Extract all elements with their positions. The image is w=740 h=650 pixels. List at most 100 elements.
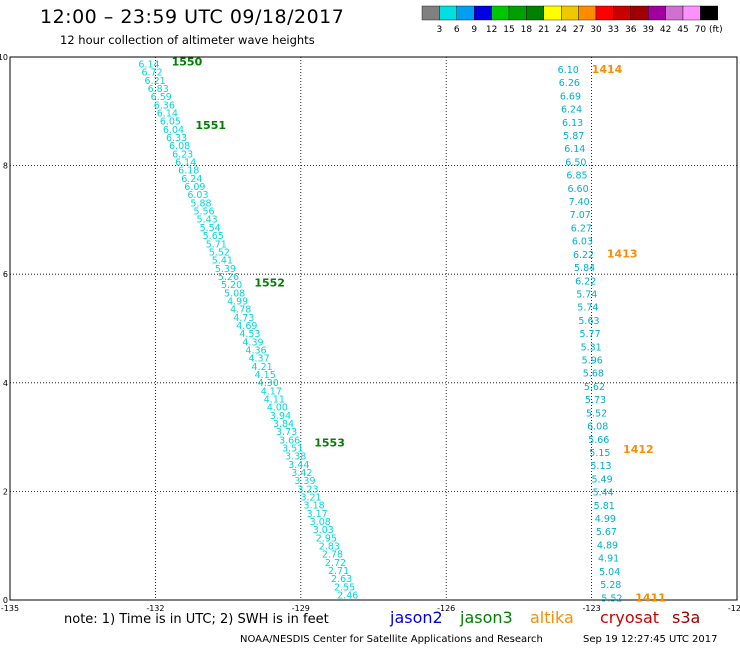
legend-label: 15 (503, 25, 514, 35)
track-left-value: 5.39 (215, 264, 236, 275)
track-left-value: 6.36 (154, 100, 175, 111)
legend-label: 6 (454, 25, 460, 35)
map-frame (9, 56, 738, 601)
track-left-time-label: 1552 (254, 276, 285, 289)
track-left-value: 3.94 (270, 411, 291, 422)
track-right-value: 5.96 (582, 356, 603, 367)
legend-label: 3 (437, 25, 443, 35)
track-left-value: 3.73 (276, 427, 297, 438)
track-left-value: 2.95 (316, 533, 337, 544)
track-left-value: 4.17 (261, 386, 282, 397)
track-right-value: 5.73 (585, 395, 606, 406)
track-left-value: 5.26 (218, 272, 239, 283)
track-right-value: 5.44 (593, 488, 614, 499)
legend-label: 9 (471, 25, 477, 35)
track-right-value: 6.69 (560, 91, 581, 102)
legend-label: 33 (608, 25, 619, 35)
track-left-value: 4.37 (248, 354, 269, 365)
legend-label: 45 (677, 25, 688, 35)
track-right-value: 5.84 (574, 263, 595, 274)
track-left-value: 4.30 (258, 378, 279, 389)
track-right-time-label: 1414 (592, 63, 623, 76)
legend-label: 42 (660, 25, 671, 35)
track-left-value: 3.08 (310, 517, 331, 528)
track-left-value: 6.33 (166, 133, 187, 144)
legend-label: 27 (573, 25, 584, 35)
track-left-value: 5.56 (193, 207, 214, 218)
track-right-value: 5.77 (579, 329, 600, 340)
track-right-value: 6.26 (559, 78, 580, 89)
track-left-value: 5.41 (212, 256, 233, 267)
page-subtitle: 12 hour collection of altimeter wave hei… (60, 33, 315, 47)
track-left-value: 2.63 (331, 574, 352, 585)
track-left-value: 5.43 (197, 215, 218, 226)
track-right-value: 5.67 (596, 527, 617, 538)
track-right-value: 6.85 (566, 171, 587, 182)
x-tick-label: -123 (583, 604, 601, 613)
track-left-value: 4.69 (236, 321, 257, 332)
track-left-value: 6.08 (169, 141, 190, 152)
x-tick-label: -135 (1, 604, 19, 613)
legend-label: 70 (695, 25, 707, 35)
track-right-value: 4.99 (595, 514, 616, 525)
track-right-value: 7.07 (570, 210, 591, 221)
track-left-value: 6.18 (178, 166, 199, 177)
track-left-value: 3.21 (300, 493, 321, 504)
legend-label: 30 (590, 25, 602, 35)
track-left-value: 4.15 (255, 370, 276, 381)
track-left-value: 3.18 (304, 501, 325, 512)
x-tick-label: -120 (728, 604, 740, 613)
track-left-value: 6.24 (181, 174, 202, 185)
track-left-value: 2.83 (319, 542, 340, 553)
track-left-value: 3.66 (279, 435, 300, 446)
track-right-value: 6.22 (575, 276, 596, 287)
track-left-value: 4.00 (267, 403, 288, 414)
track-right-value: 6.13 (562, 118, 583, 129)
track-left-value: 2.78 (322, 550, 343, 561)
track-left-value: 5.08 (224, 288, 245, 299)
track-left-value: 4.73 (233, 313, 254, 324)
track-left-value: 4.21 (252, 362, 273, 373)
track-right-value: 5.52 (586, 408, 607, 419)
track-left-value: 3.17 (307, 509, 328, 520)
x-tick-label: -129 (292, 604, 310, 613)
track-left-time-label: 1551 (195, 119, 226, 132)
track-right-value: 6.08 (587, 422, 608, 433)
track-right-value: 5.87 (563, 131, 584, 142)
track-left-value: 4.78 (230, 305, 251, 316)
track-left-value: 6.23 (172, 149, 193, 160)
track-left-value: 4.99 (227, 296, 248, 307)
track-right-value: 5.52 (601, 593, 622, 604)
x-tick-label: -126 (437, 604, 455, 613)
track-right-value: 5.28 (600, 580, 621, 591)
y-tick-label: 10 (0, 53, 8, 62)
credit-line: NOAA/NESDIS Center for Satellite Applica… (240, 634, 543, 645)
track-right-value: 5.66 (588, 435, 609, 446)
legend-label: 21 (538, 25, 549, 35)
track-left-value: 3.39 (294, 476, 315, 487)
track-right-value: 5.49 (591, 474, 612, 485)
track-right-time-label: 1412 (623, 443, 654, 456)
track-right-value: 5.74 (577, 303, 598, 314)
track-left-value: 3.23 (297, 484, 318, 495)
page-title: 12:00 – 23:59 UTC 09/18/2017 (40, 6, 345, 28)
track-left-value: 3.03 (313, 525, 334, 536)
track-right-value: 6.03 (572, 237, 593, 248)
track-left-value: 5.65 (203, 231, 224, 242)
mission-altika: altika (530, 608, 574, 627)
track-right-value: 6.50 (565, 157, 586, 168)
track-right-value: 5.31 (581, 342, 602, 353)
track-left-value: 5.54 (200, 223, 221, 234)
track-left-value: 6.14 (157, 109, 178, 120)
legend-label: 39 (642, 25, 654, 35)
footer-note: note: 1) Time is in UTC; 2) SWH is in fe… (64, 612, 329, 627)
legend-label: 18 (521, 25, 533, 35)
legend-label: 24 (555, 25, 567, 35)
track-left-value: 6.03 (187, 190, 208, 201)
track-left-time-label: 1553 (314, 437, 345, 450)
color-scale-legend: 3 6 9 12 15 18 21 24 27 30 33 36 39 42 45 70 (ft) (421, 5, 723, 35)
track-left-value: 6.21 (145, 76, 166, 87)
mission-jason2: jason2 (390, 608, 443, 627)
